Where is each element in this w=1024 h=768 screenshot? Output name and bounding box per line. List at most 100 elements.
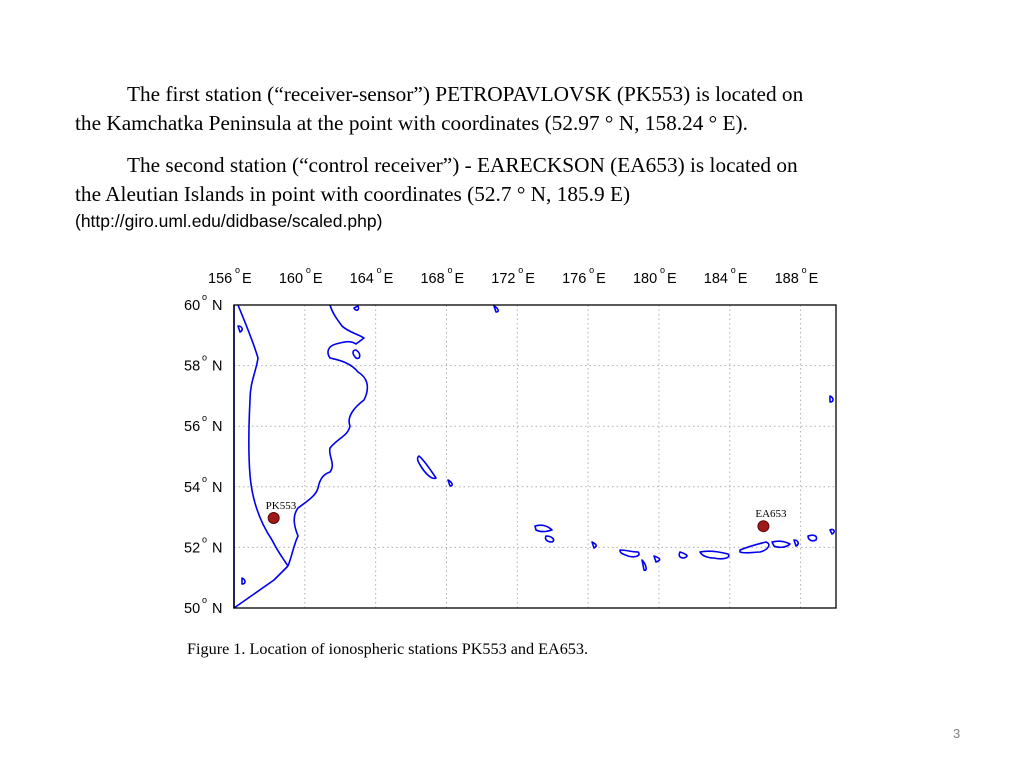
lat-tick-value: 50 bbox=[184, 601, 200, 617]
map-border bbox=[233, 304, 837, 609]
lat-tick-unit: N bbox=[212, 480, 222, 496]
station-pk553: PK553 bbox=[266, 500, 297, 525]
degree-mark: o bbox=[447, 265, 452, 275]
degree-mark: o bbox=[518, 265, 523, 275]
island bbox=[653, 555, 661, 563]
lon-tick-value: 164 bbox=[350, 271, 374, 287]
station-label: PK553 bbox=[266, 500, 297, 512]
island bbox=[771, 540, 791, 549]
lat-tick-value: 58 bbox=[184, 359, 200, 375]
degree-mark: o bbox=[202, 474, 207, 484]
coastline bbox=[233, 304, 835, 609]
lat-tick-unit: N bbox=[212, 359, 222, 375]
island bbox=[493, 305, 499, 313]
lat-tick-value: 52 bbox=[184, 540, 200, 556]
degree-mark: o bbox=[202, 413, 207, 423]
island bbox=[447, 479, 453, 487]
island bbox=[353, 305, 360, 311]
lon-tick-value: 172 bbox=[491, 271, 515, 287]
source-url: (http://giro.uml.edu/didbase/scaled.php) bbox=[75, 211, 383, 231]
paragraph-line: the Aleutian Islands in point with coord… bbox=[75, 182, 631, 206]
lon-tick-unit: E bbox=[667, 271, 677, 287]
lon-tick-value: 188 bbox=[775, 271, 799, 287]
lon-tick-value: 176 bbox=[562, 271, 586, 287]
island bbox=[739, 541, 770, 554]
island bbox=[241, 577, 246, 585]
degree-mark: o bbox=[731, 265, 736, 275]
island bbox=[641, 559, 647, 572]
lon-tick-unit: E bbox=[809, 271, 819, 287]
island bbox=[591, 541, 597, 549]
lon-tick-unit: E bbox=[596, 271, 606, 287]
lon-tick-value: 180 bbox=[633, 271, 657, 287]
degree-mark: o bbox=[202, 595, 207, 605]
stations: PK553 EA653 bbox=[266, 500, 787, 533]
map-frame bbox=[233, 304, 837, 609]
lat-tick-unit: N bbox=[212, 298, 222, 314]
degree-mark: o bbox=[235, 265, 240, 275]
island bbox=[534, 524, 553, 533]
degree-mark: o bbox=[660, 265, 665, 275]
lon-tick-unit: E bbox=[454, 271, 464, 287]
lat-tick-value: 60 bbox=[184, 298, 200, 314]
island bbox=[619, 549, 640, 558]
mainland-coast bbox=[233, 305, 289, 609]
degree-mark: o bbox=[802, 265, 807, 275]
lon-tick-value: 184 bbox=[704, 271, 728, 287]
degree-mark: o bbox=[377, 265, 382, 275]
lat-tick-value: 56 bbox=[184, 419, 200, 435]
lon-tick-unit: E bbox=[525, 271, 535, 287]
lat-tick-unit: N bbox=[212, 601, 222, 617]
island bbox=[352, 349, 361, 360]
map-grid bbox=[233, 304, 836, 609]
station-ea653: EA653 bbox=[755, 508, 787, 533]
lat-tick-unit: N bbox=[212, 419, 222, 435]
lat-tick-value: 54 bbox=[184, 480, 200, 496]
island bbox=[678, 551, 688, 559]
station-marker bbox=[757, 520, 770, 533]
degree-mark: o bbox=[589, 265, 594, 275]
island bbox=[829, 528, 835, 535]
lon-tick-unit: E bbox=[738, 271, 748, 287]
lon-tick-value: 168 bbox=[420, 271, 444, 287]
station-marker bbox=[267, 512, 280, 525]
paragraph-first-station: The first station (“receiver-sensor”) PE… bbox=[75, 80, 955, 138]
island bbox=[416, 455, 437, 480]
island bbox=[829, 395, 834, 403]
lon-tick-value: 156 bbox=[208, 271, 232, 287]
paragraph-line: The second station (“control receiver”) … bbox=[127, 153, 798, 177]
degree-mark: o bbox=[202, 353, 207, 363]
lon-tick-unit: E bbox=[242, 271, 252, 287]
island bbox=[807, 534, 818, 542]
station-label: EA653 bbox=[755, 508, 787, 520]
lon-tick-value: 160 bbox=[279, 271, 303, 287]
lon-tick-unit: E bbox=[313, 271, 323, 287]
island bbox=[699, 550, 730, 560]
lon-tick-unit: E bbox=[384, 271, 394, 287]
kamchatka-east-coast bbox=[287, 304, 369, 567]
paragraph-line: The first station (“receiver-sensor”) PE… bbox=[127, 82, 804, 106]
island bbox=[237, 325, 243, 333]
island bbox=[544, 535, 555, 543]
lat-tick-unit: N bbox=[212, 540, 222, 556]
page-number: 3 bbox=[953, 726, 961, 741]
degree-mark: o bbox=[306, 265, 311, 275]
figure-caption: Figure 1. Location of ionospheric statio… bbox=[187, 640, 589, 658]
